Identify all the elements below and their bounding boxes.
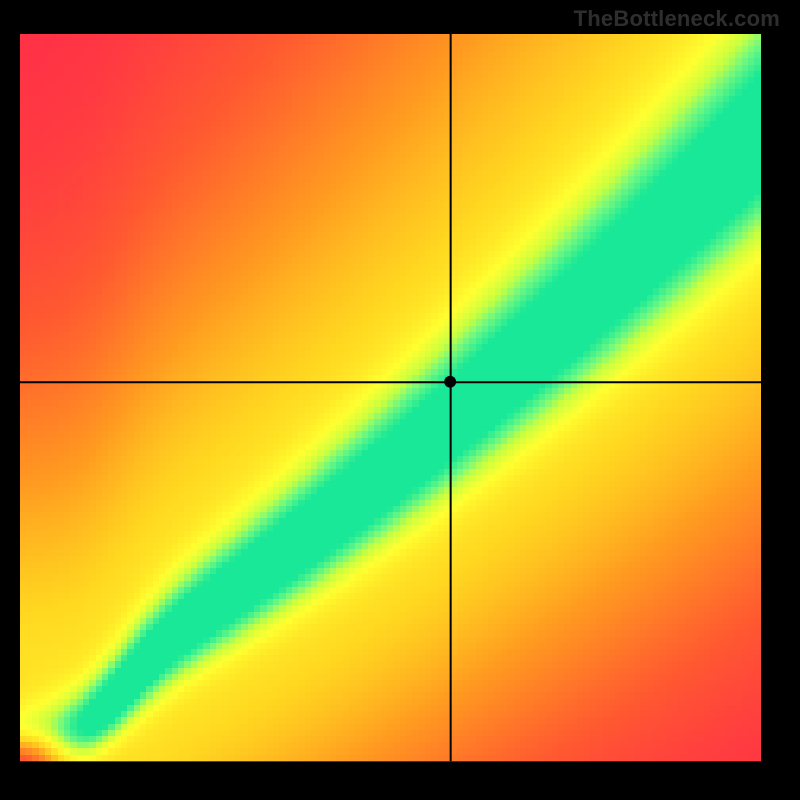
- watermark-text: TheBottleneck.com: [574, 6, 780, 32]
- bottleneck-heatmap: [20, 34, 780, 780]
